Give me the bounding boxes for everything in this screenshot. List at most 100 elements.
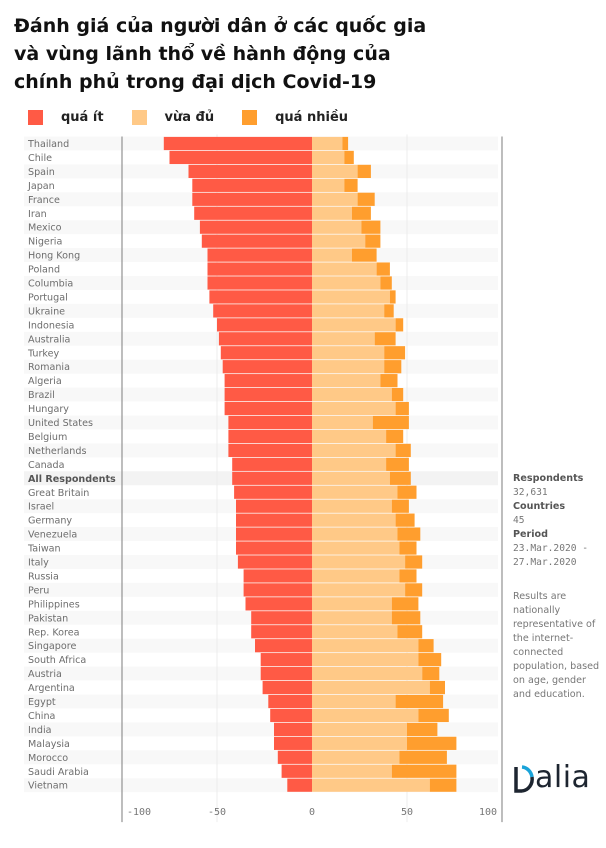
bar-qua-it: [281, 764, 312, 778]
bar-qua-it: [251, 611, 312, 625]
bar-qua-it: [209, 290, 312, 304]
category-label: Rep. Korea: [28, 627, 80, 638]
bar-vua-du: [312, 611, 392, 625]
bar-qua-nhieu: [429, 680, 445, 695]
category-label: Vietnam: [28, 781, 68, 792]
category-label: Saudi Arabia: [28, 767, 89, 778]
chart-title: Đánh giá của người dân ở các quốc gia và…: [14, 12, 426, 96]
category-label: Poland: [28, 265, 60, 276]
bar-qua-nhieu: [418, 708, 449, 723]
bar-qua-it: [287, 778, 312, 792]
bar-qua-it: [224, 374, 312, 388]
bar-qua-nhieu: [384, 346, 406, 360]
dalia-logo-text: alia: [535, 760, 591, 795]
bar-vua-du: [312, 653, 419, 667]
category-label: Taiwan: [27, 544, 61, 555]
bar-qua-it: [232, 457, 312, 471]
bar-vua-du: [312, 694, 396, 709]
bar-qua-nhieu: [407, 736, 457, 750]
countries-label: Countries: [513, 501, 566, 512]
bar-vua-du: [312, 136, 343, 151]
bar-qua-it: [232, 471, 312, 485]
legend: quá ít vừa đủ quá nhiều: [28, 108, 376, 126]
category-label: Austria: [28, 669, 62, 680]
bar-qua-it: [274, 736, 312, 750]
category-label: Netherlands: [28, 446, 86, 457]
category-label: Great Britain: [28, 488, 89, 499]
bar-vua-du: [312, 332, 375, 346]
category-label: Canada: [28, 460, 65, 471]
period-value-start: 23.Mar.2020 -: [513, 543, 589, 554]
bar-vua-du: [312, 276, 381, 290]
bar-qua-it: [217, 318, 312, 332]
category-label: Ukraine: [28, 306, 65, 317]
bar-vua-du: [312, 318, 396, 332]
respondents-value: 32,631: [513, 487, 548, 498]
bar-qua-nhieu: [342, 136, 349, 151]
methodology-note: Results are nationally representative of…: [513, 591, 600, 700]
category-label: Egypt: [28, 697, 56, 708]
bar-qua-nhieu: [418, 639, 434, 653]
dalia-logo: alia: [513, 760, 590, 795]
bar-qua-nhieu: [429, 778, 457, 792]
category-label: Indonesia: [28, 320, 74, 331]
bar-qua-nhieu: [418, 653, 442, 667]
bars: [163, 136, 457, 792]
legend-swatch-qua-nhieu: [242, 109, 258, 125]
bar-qua-nhieu: [361, 220, 381, 234]
category-label: Singapore: [28, 641, 76, 652]
bar-qua-it: [236, 513, 312, 527]
bar-vua-du: [312, 150, 345, 165]
category-label: Iran: [28, 209, 47, 220]
category-label: Venezuela: [28, 530, 77, 541]
bar-qua-it: [262, 680, 312, 695]
category-label: Thailand: [27, 139, 69, 150]
category-labels: Thailand Chile Spain Japan France Iran Mexico N…: [27, 139, 116, 792]
category-label: Brazil: [28, 390, 55, 401]
bar-qua-nhieu: [344, 178, 358, 192]
bar-vua-du: [312, 750, 400, 764]
bar-vua-du: [312, 680, 430, 695]
legend-item-vua-du: vừa đủ: [131, 109, 214, 125]
bar-vua-du: [312, 555, 406, 569]
bar-qua-nhieu: [380, 276, 392, 290]
x-tick-label: 50: [401, 807, 413, 818]
bar-qua-nhieu: [357, 192, 375, 206]
bar-vua-du: [312, 471, 390, 485]
bar-qua-nhieu: [376, 262, 390, 276]
bar-vua-du: [312, 569, 400, 583]
category-label: Russia: [28, 571, 59, 582]
bar-vua-du: [312, 220, 362, 234]
bar-qua-it: [228, 443, 312, 457]
bar-vua-du: [312, 248, 352, 262]
bar-vua-du: [312, 304, 385, 318]
bar-qua-nhieu: [391, 597, 419, 611]
category-label: United States: [28, 418, 93, 429]
bar-qua-nhieu: [397, 625, 423, 639]
category-label: Argentina: [28, 683, 75, 694]
x-tick-label: -50: [208, 807, 226, 818]
period-value-end: 27.Mar.2020: [513, 557, 577, 568]
bar-qua-nhieu: [389, 290, 396, 304]
bar-qua-it: [228, 415, 312, 430]
bar-qua-nhieu: [374, 332, 396, 346]
bar-qua-nhieu: [395, 443, 411, 457]
category-label: Spain: [28, 167, 55, 178]
bar-qua-nhieu: [351, 248, 377, 262]
bar-vua-du: [312, 722, 407, 736]
bar-vua-du: [312, 499, 392, 513]
bar-qua-it: [270, 708, 312, 723]
bar-vua-du: [312, 597, 392, 611]
x-tick-label: -100: [127, 807, 151, 818]
bar-qua-it: [188, 164, 312, 178]
bar-qua-nhieu: [422, 667, 440, 681]
bar-qua-nhieu: [372, 415, 409, 430]
bar-qua-nhieu: [380, 374, 398, 388]
bar-vua-du: [312, 178, 345, 192]
category-label: Germany: [28, 516, 72, 527]
bar-qua-it: [245, 597, 312, 611]
bar-qua-nhieu: [386, 429, 404, 444]
category-label: Pakistan: [28, 613, 68, 624]
bar-qua-it: [243, 583, 312, 597]
